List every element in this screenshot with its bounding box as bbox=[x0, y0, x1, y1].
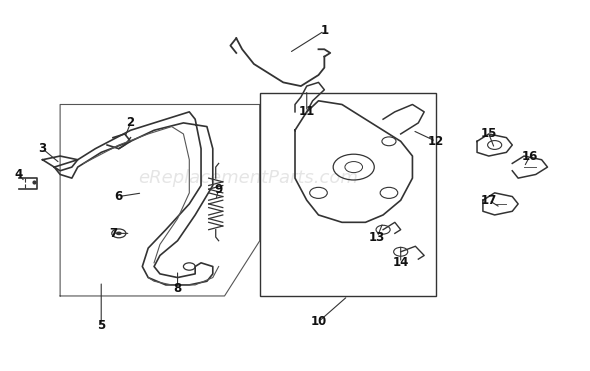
Text: 15: 15 bbox=[481, 128, 497, 141]
Bar bbox=[260, 93, 436, 296]
Text: 9: 9 bbox=[215, 183, 223, 196]
Text: 16: 16 bbox=[522, 150, 538, 162]
Text: 6: 6 bbox=[114, 190, 123, 203]
Text: 7: 7 bbox=[109, 227, 117, 240]
Text: 13: 13 bbox=[369, 230, 385, 243]
Text: 14: 14 bbox=[392, 256, 409, 269]
Circle shape bbox=[116, 232, 122, 235]
Text: 2: 2 bbox=[126, 116, 135, 129]
Text: 12: 12 bbox=[428, 135, 444, 148]
Text: 5: 5 bbox=[97, 319, 106, 332]
Text: 11: 11 bbox=[299, 105, 315, 118]
Text: 10: 10 bbox=[310, 315, 327, 328]
Text: 4: 4 bbox=[15, 168, 23, 181]
Text: eReplacementParts.com: eReplacementParts.com bbox=[138, 169, 358, 187]
Text: 8: 8 bbox=[173, 282, 182, 295]
Text: 17: 17 bbox=[481, 194, 497, 207]
Text: 1: 1 bbox=[320, 24, 329, 37]
Text: 3: 3 bbox=[38, 142, 47, 155]
